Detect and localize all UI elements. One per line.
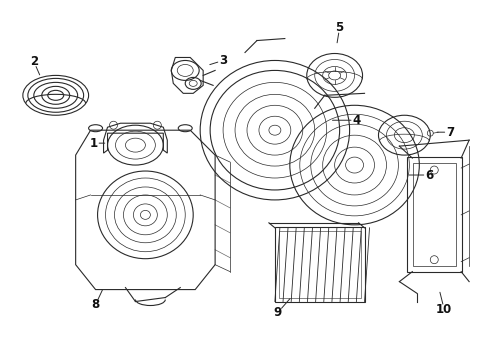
- Bar: [407, 157, 462, 272]
- Bar: [279, 231, 361, 298]
- Text: 1: 1: [90, 137, 98, 150]
- Text: 3: 3: [219, 54, 227, 67]
- Text: 9: 9: [274, 306, 282, 319]
- Bar: [414, 163, 456, 266]
- Text: 4: 4: [352, 114, 361, 127]
- Text: 10: 10: [436, 303, 452, 316]
- Text: 5: 5: [336, 21, 344, 34]
- Text: 7: 7: [446, 126, 454, 139]
- Text: 2: 2: [30, 55, 38, 68]
- Text: 8: 8: [92, 298, 99, 311]
- Bar: [275, 227, 365, 302]
- Text: 6: 6: [425, 168, 434, 181]
